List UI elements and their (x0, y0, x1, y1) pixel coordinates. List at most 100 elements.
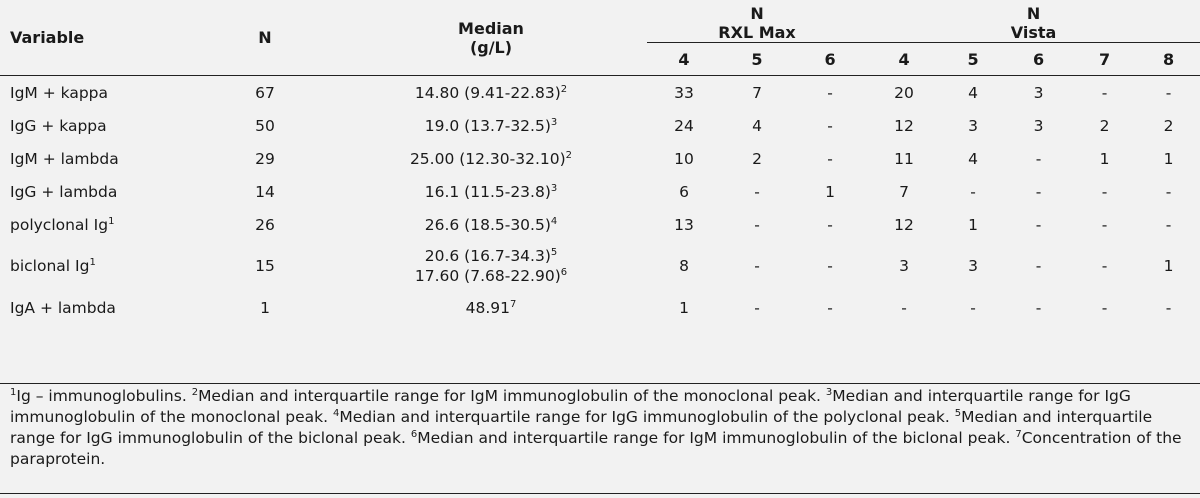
cell-n: 50 (255, 116, 275, 135)
footnotes: 1Ig – immunoglobulins. 2Median and inter… (10, 386, 1190, 470)
subheader-cell: 4 (647, 42, 721, 76)
cell-variable: IgM + kappa (0, 76, 195, 110)
cell-count: 13 (674, 215, 694, 234)
table-row: IgM + kappa 67 14.80 (9.41-22.83)2 33 7 - 20 4 3… (0, 76, 1200, 110)
subheader-cell: 5 (721, 42, 793, 76)
median-text: 26.6 (18.5-30.5) (424, 215, 551, 234)
header-median-line2: (g/L) (469, 37, 513, 57)
cell-count: 24 (674, 116, 694, 135)
footnote-number: 5 (954, 407, 962, 419)
cell-variable: IgG + lambda (0, 175, 195, 208)
variable-text: IgM + lambda (10, 149, 119, 168)
footnote-text: Median and interquartile range for IgM i… (417, 429, 1016, 447)
cell-n: 29 (255, 149, 275, 168)
cell-count: 1 (968, 215, 978, 234)
cell-n: 26 (255, 215, 275, 234)
cell-count: - (1101, 215, 1108, 234)
cell-count: 1 (1099, 149, 1110, 168)
header-group-rxl-line2: RXL Max (718, 23, 796, 42)
subheader-cell: 5 (941, 42, 1006, 76)
variable-text: IgG + kappa (10, 116, 107, 135)
header-median-line1: Median (458, 18, 524, 38)
cell-count: - (754, 257, 760, 275)
cell-count: - (827, 149, 833, 168)
cell-count: 3 (1033, 116, 1044, 135)
footnote-number: 2 (191, 386, 199, 398)
median-line: 17.60 (7.68-22.90)6 (335, 266, 647, 286)
header-median: Median (g/L) (335, 0, 647, 76)
cell-count: 1 (1163, 257, 1174, 275)
header-n: N (195, 0, 335, 76)
variable-text: IgG + lambda (10, 182, 118, 201)
variable-text: IgA + lambda (10, 298, 116, 317)
header-group-vista-line1: N (1026, 4, 1041, 23)
cell-variable: IgG + kappa (0, 109, 195, 142)
cell-count: 7 (752, 83, 762, 102)
cell-count: - (970, 182, 976, 201)
median-text: 48.91 (465, 298, 510, 317)
cell-count: - (1165, 298, 1172, 317)
footnote-ref: 6 (560, 266, 568, 278)
cell-count: 33 (674, 83, 694, 102)
cell-count: - (827, 215, 833, 234)
subheader-cell: 8 (1137, 42, 1200, 76)
header-group-vista-line2: Vista (1010, 23, 1057, 42)
cell-count: 11 (894, 149, 914, 168)
cell-count: 4 (968, 83, 978, 102)
footnote-text: Ig – immunoglobulins. (16, 387, 192, 405)
footnote-number: 4 (332, 407, 340, 419)
cell-count: 4 (752, 116, 762, 135)
cell-n: 14 (255, 182, 275, 201)
footnote-divider (0, 383, 1200, 384)
cell-variable: polyclonal Ig1 (0, 208, 195, 241)
cell-count: - (754, 298, 760, 317)
cell-n: 15 (255, 257, 275, 275)
cell-count: - (1035, 215, 1042, 234)
footnote-text: Median and interquartile range for IgM i… (198, 387, 826, 405)
footnote-ref: 2 (560, 83, 568, 95)
footnote-ref: 4 (550, 215, 558, 227)
bottom-rule (0, 493, 1200, 494)
cell-median: 16.1 (11.5-23.8)3 (335, 175, 647, 208)
median-text: 17.60 (7.68-22.90) (414, 267, 561, 285)
footnote-text: Median and interquartile range for IgG i… (10, 387, 1131, 426)
median-line: 48.917 (335, 299, 647, 317)
cell-count: - (827, 116, 833, 135)
cell-median: 19.0 (13.7-32.5)3 (335, 109, 647, 142)
footnote-ref: 3 (550, 116, 558, 128)
cell-count: - (1165, 182, 1172, 201)
cell-count: 8 (679, 257, 689, 275)
table-header: Variable N Median (g/L) N RXL Max N Vist… (0, 0, 1200, 76)
data-table: Variable N Median (g/L) N RXL Max N Vist… (0, 0, 1200, 317)
median-text: 16.1 (11.5-23.8) (424, 182, 551, 201)
cell-count: - (1101, 298, 1108, 317)
cell-median: 20.6 (16.7-34.3)5 17.60 (7.68-22.90)6 (335, 241, 647, 291)
cell-count: 3 (899, 257, 909, 275)
footnote-number: 3 (825, 386, 833, 398)
cell-count: - (1101, 83, 1108, 102)
table-row: biclonal Ig1 15 20.6 (16.7-34.3)5 17.60 (7.… (0, 241, 1200, 291)
cell-count: 3 (1033, 83, 1044, 102)
footnote-number: 1 (10, 386, 17, 398)
subheader-cell: 4 (867, 42, 942, 76)
median-text: 25.00 (12.30-32.10) (409, 149, 566, 168)
cell-n: 1 (260, 298, 270, 317)
cell-count: - (754, 182, 760, 201)
cell-count: 1 (1163, 149, 1174, 168)
cell-count: - (827, 83, 833, 102)
variable-text: IgM + kappa (10, 83, 109, 102)
footnote-text: Median and interquartile range for IgG i… (10, 408, 1153, 447)
cell-count: 12 (894, 116, 914, 135)
cell-count: - (1035, 182, 1042, 201)
variable-text: biclonal Ig (10, 257, 90, 275)
footnote-ref: 3 (550, 182, 558, 194)
cell-count: 4 (968, 149, 978, 168)
cell-count: 1 (825, 182, 835, 201)
footnote-text: Median and interquartile range for IgG i… (339, 408, 955, 426)
table-row: IgM + lambda 29 25.00 (12.30-32.10)2 10 2-11… (0, 142, 1200, 175)
table-row: IgG + lambda 14 16.1 (11.5-23.8)3 6 - 1 7 - - - - (0, 175, 1200, 208)
subheader-cell: 6 (793, 42, 868, 76)
table-row: IgG + kappa 50 19.0 (13.7-32.5)3 24 4-12 3 3 2 2 (0, 109, 1200, 142)
cell-variable: biclonal Ig1 (0, 241, 195, 291)
